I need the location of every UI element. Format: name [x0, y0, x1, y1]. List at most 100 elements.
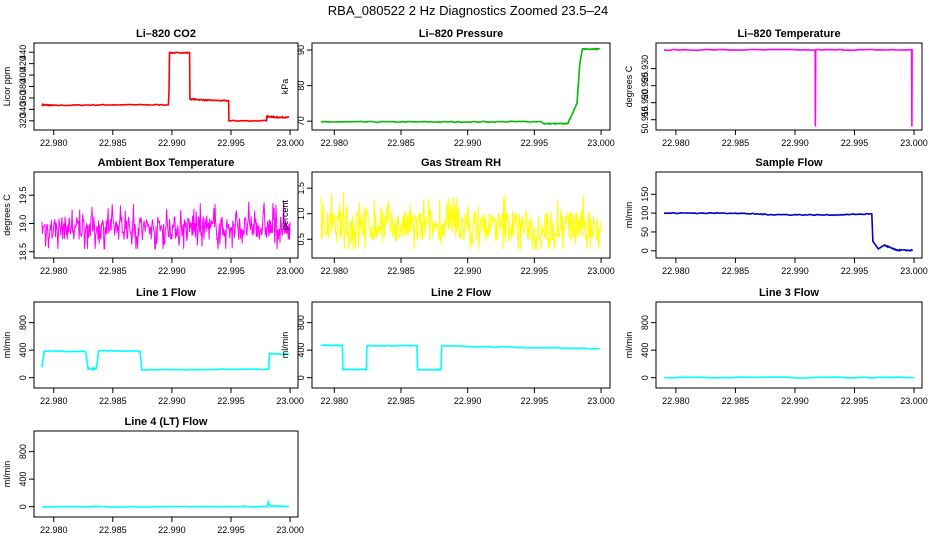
y-tick-label: 50.925 [640, 72, 650, 100]
x-tick-label: 22.990 [158, 525, 186, 535]
y-tick-label: 440 [18, 45, 28, 60]
series-line [41, 201, 291, 250]
panel-title: Ambient Box Temperature [98, 157, 235, 169]
y-tick-label: 800 [640, 315, 650, 330]
x-tick-label: 22.995 [521, 138, 549, 148]
panel-title: Sample Flow [755, 157, 823, 169]
x-tick-label: 22.990 [158, 266, 186, 276]
plot-frame [655, 301, 923, 389]
panel-0: Li–820 CO2 22.980 22.985 22.990 22.995 23.000… [2, 28, 304, 148]
y-tick-label: 0 [640, 248, 650, 253]
series-line [663, 376, 915, 379]
y-tick-label: 50.915 [640, 106, 650, 134]
panel-9: Line 4 (LT) Flow 22.980 22.985 22.990 22.995… [2, 416, 304, 535]
y-tick-label: 0 [18, 375, 28, 380]
x-tick-label: 22.980 [40, 525, 68, 535]
y-tick-label: 800 [18, 444, 28, 459]
panel-title: Li–820 CO2 [136, 28, 196, 40]
series-line [320, 47, 601, 126]
x-tick-label: 22.980 [40, 266, 68, 276]
series-line [663, 211, 914, 252]
x-tick-label: 22.985 [722, 138, 750, 148]
y-axis-label: ml/min [2, 461, 12, 488]
x-tick-label: 22.995 [521, 266, 549, 276]
x-tick-label: 22.990 [454, 138, 482, 148]
y-tick-label: 50.930 [640, 55, 650, 83]
panel-2: Li–820 Temperature 22.980 22.985 22.990 22.9… [624, 28, 928, 148]
y-axis-label: percent [280, 199, 290, 230]
x-tick-label: 22.990 [781, 138, 809, 148]
panel-3: Ambient Box Temperature 22.980 22.985 22.99… [2, 157, 304, 276]
y-tick-label: 70 [296, 116, 306, 126]
x-tick-label: 22.980 [662, 266, 690, 276]
plot-frame [311, 171, 611, 259]
series-line [41, 51, 290, 123]
y-tick-label: 320 [18, 113, 28, 128]
y-tick-label: 18.5 [18, 243, 28, 261]
x-tick-label: 22.985 [99, 266, 127, 276]
x-tick-label: 22.995 [217, 138, 245, 148]
plot-frame [33, 301, 299, 389]
x-tick-label: 22.980 [662, 138, 690, 148]
y-tick-label: 800 [296, 315, 306, 330]
panels: Li–820 CO2 22.980 22.985 22.990 22.995 23.000… [2, 28, 928, 535]
x-tick-label: 22.985 [99, 138, 127, 148]
x-tick-label: 23.000 [276, 138, 304, 148]
y-tick-label: 50 [640, 227, 650, 237]
x-tick-label: 22.980 [321, 266, 349, 276]
y-tick-label: 0 [640, 375, 650, 380]
y-axis-label: Licor ppm [2, 67, 12, 107]
series-line [320, 191, 602, 250]
y-tick-label: 0 [18, 504, 28, 509]
y-tick-label: 100 [640, 206, 650, 221]
series-line [663, 48, 913, 127]
plot-frame [655, 171, 923, 259]
x-tick-label: 22.990 [781, 266, 809, 276]
y-axis-label: ml/min [280, 332, 290, 359]
x-tick-label: 22.990 [158, 396, 186, 406]
x-tick-label: 23.000 [587, 138, 615, 148]
panel-6: Line 1 Flow 22.980 22.985 22.990 22.995 23.00… [2, 287, 304, 406]
x-tick-label: 22.995 [841, 396, 869, 406]
panel-1: Li–820 Pressure 22.980 22.985 22.990 22.995 2… [280, 28, 615, 148]
x-tick-label: 22.995 [521, 396, 549, 406]
x-tick-label: 23.000 [900, 266, 928, 276]
panel-title: Gas Stream RH [421, 157, 501, 169]
x-tick-label: 22.985 [387, 138, 415, 148]
x-tick-label: 22.980 [40, 138, 68, 148]
series-line [320, 343, 600, 372]
y-tick-label: 80 [296, 81, 306, 91]
y-tick-label: 19.5 [18, 186, 28, 204]
panel-5: Sample Flow 22.980 22.985 22.990 22.995 23.00… [624, 157, 928, 276]
series-line [41, 498, 290, 508]
plot-frame [311, 42, 611, 131]
x-tick-label: 22.980 [40, 396, 68, 406]
x-tick-label: 23.000 [587, 396, 615, 406]
x-tick-label: 22.980 [321, 396, 349, 406]
panel-title: Line 1 Flow [136, 287, 196, 299]
y-tick-label: 400 [18, 68, 28, 83]
y-tick-label: 360 [18, 90, 28, 105]
plot-frame [33, 171, 299, 259]
x-tick-label: 22.990 [158, 138, 186, 148]
x-tick-label: 23.000 [587, 266, 615, 276]
y-tick-label: 50.920 [640, 89, 650, 117]
panel-7: Line 2 Flow 22.980 22.985 22.990 22.995 23.00… [280, 287, 615, 406]
y-tick-label: 400 [18, 472, 28, 487]
panel-title: Line 2 Flow [431, 287, 491, 299]
x-tick-label: 23.000 [900, 396, 928, 406]
x-tick-label: 22.995 [217, 266, 245, 276]
y-tick-label: 380 [18, 79, 28, 94]
y-axis-label: degrees C [2, 194, 12, 236]
y-tick-label: 400 [18, 343, 28, 358]
y-axis-label: kPa [280, 79, 290, 95]
x-tick-label: 22.985 [99, 396, 127, 406]
x-tick-label: 23.000 [276, 266, 304, 276]
x-tick-label: 22.995 [841, 138, 869, 148]
panel-4: Gas Stream RH 22.980 22.985 22.990 22.995 23.… [280, 157, 615, 276]
panel-title: Line 3 Flow [759, 287, 819, 299]
y-tick-label: 420 [18, 56, 28, 71]
y-tick-label: 400 [296, 343, 306, 358]
x-tick-label: 22.985 [722, 396, 750, 406]
